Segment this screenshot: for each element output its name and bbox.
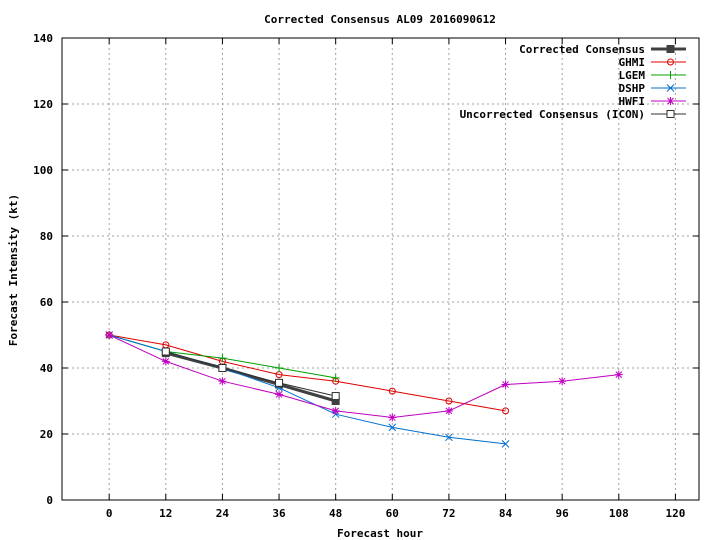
legend-label: LGEM xyxy=(619,69,646,82)
series-line xyxy=(109,334,506,412)
data-point-marker xyxy=(388,413,397,422)
data-point-marker xyxy=(331,373,340,382)
data-point-marker xyxy=(388,387,396,395)
data-point-marker xyxy=(666,84,675,92)
y-tick-label: 20 xyxy=(40,428,53,441)
data-point-marker xyxy=(218,364,227,372)
data-point-marker xyxy=(388,423,397,432)
data-point-marker xyxy=(501,380,510,389)
plot-frame xyxy=(61,37,700,501)
x-tick-label: 0 xyxy=(106,507,113,520)
x-tick-label: 108 xyxy=(609,507,629,520)
data-point-marker xyxy=(218,377,227,386)
data-point-marker xyxy=(161,357,170,366)
y-tick-label: 40 xyxy=(40,362,53,375)
y-tick-label: 80 xyxy=(40,230,53,243)
x-tick-label: 120 xyxy=(665,507,685,520)
data-point-marker xyxy=(161,347,170,356)
data-point-marker xyxy=(275,364,284,372)
y-tick-label: 100 xyxy=(33,164,53,177)
x-tick-label: 12 xyxy=(159,507,172,520)
x-tick-label: 72 xyxy=(442,507,455,520)
data-point-marker xyxy=(444,406,453,415)
y-tick-label: 120 xyxy=(33,98,53,111)
legend-label: Uncorrected Consensus (ICON) xyxy=(460,108,645,121)
data-point-marker xyxy=(666,97,675,105)
legend-label: DSHP xyxy=(619,82,646,95)
legend-item: LGEM xyxy=(619,69,686,82)
data-point-marker xyxy=(275,378,284,387)
legend-item: GHMI xyxy=(619,56,686,69)
series xyxy=(105,331,623,422)
data-point-marker xyxy=(614,370,623,379)
series-line xyxy=(108,334,619,418)
data-point-marker xyxy=(666,110,675,118)
data-point-marker xyxy=(502,407,510,415)
data-point-marker xyxy=(445,433,453,442)
chart-title: Corrected Consensus AL09 2016090612 xyxy=(264,13,496,26)
legend-item: Uncorrected Consensus (ICON) xyxy=(460,108,686,121)
legend-item: Corrected Consensus xyxy=(519,43,686,56)
series-group xyxy=(105,331,623,448)
data-point-marker xyxy=(667,58,674,66)
x-tick-label: 60 xyxy=(386,507,399,520)
data-point-marker xyxy=(331,392,340,401)
data-point-marker xyxy=(558,377,567,386)
legend: Corrected ConsensusGHMILGEMDSHPHWFIUncor… xyxy=(460,43,686,121)
data-point-marker xyxy=(501,440,510,448)
legend-label: GHMI xyxy=(619,56,646,69)
x-tick-label: 84 xyxy=(499,507,513,520)
y-tick-label: 0 xyxy=(46,494,53,507)
data-point-marker xyxy=(331,406,340,415)
x-tick-label: 36 xyxy=(272,507,286,520)
series xyxy=(161,347,340,401)
x-tick-label: 24 xyxy=(216,507,230,520)
series-line xyxy=(165,351,336,397)
legend-label: Corrected Consensus xyxy=(519,43,645,56)
grid xyxy=(62,38,699,500)
y-tick-label: 60 xyxy=(40,296,53,309)
x-tick-label: 96 xyxy=(556,507,570,520)
x-axis-label: Forecast hour xyxy=(337,527,423,540)
data-point-marker xyxy=(445,397,453,405)
series-line xyxy=(165,351,337,403)
data-point-marker xyxy=(666,45,675,53)
data-point-marker xyxy=(275,390,284,399)
y-tick-label: 140 xyxy=(33,32,53,45)
y-axis-label: Forecast Intensity (kt) xyxy=(7,194,20,346)
data-point-marker xyxy=(218,354,227,363)
data-point-marker xyxy=(105,331,114,339)
data-point-marker xyxy=(666,71,675,79)
legend-item: HWFI xyxy=(619,95,686,108)
x-tick-label: 48 xyxy=(329,507,342,520)
legend-label: HWFI xyxy=(619,95,646,108)
axis-ticks: 0 20 40 60 80 100 120 140 0 12 24 36 48 60 72 84 96 108 12… xyxy=(33,32,699,520)
legend-item: DSHP xyxy=(619,82,686,95)
